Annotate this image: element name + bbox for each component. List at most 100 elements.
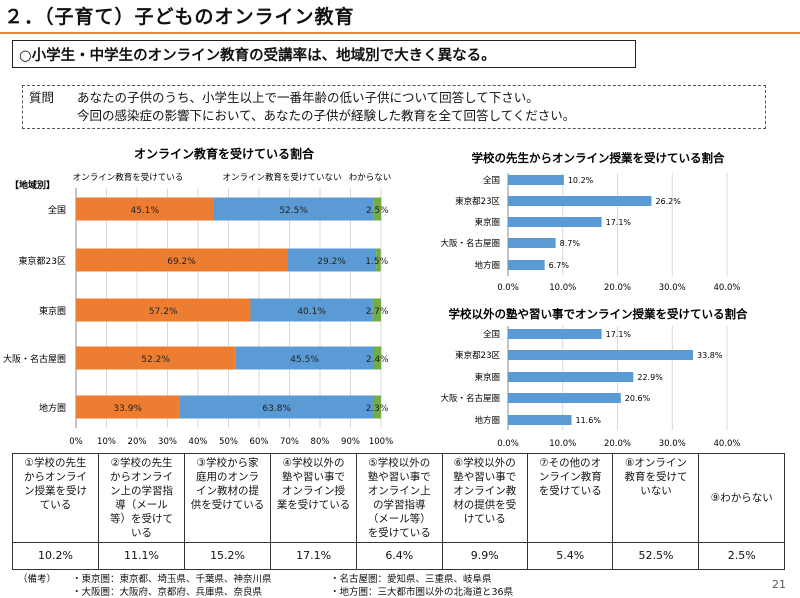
description-line: いる bbox=[131, 527, 153, 539]
table-cell-description: ②学校の先生 からオンライ ン上の学習指 導（メール 等）を受けて いる bbox=[98, 453, 186, 543]
table-row-descriptions: ①学校の先生 からオンライ ン授業を受け ている ②学校の先生 からオンライ ン上の学習指導… bbox=[11, 453, 785, 543]
category-label: 地方圏 bbox=[39, 402, 66, 414]
description-line: ⑤学校以外の bbox=[368, 457, 431, 469]
headline-text: ○小学生・中学生のオンライン教育の受講率は、地域別で大きく異なる。 bbox=[19, 48, 496, 64]
x-tick-label: 40% bbox=[189, 437, 208, 447]
description-line: ⑧オンライン bbox=[625, 457, 687, 469]
bar-segment bbox=[213, 197, 374, 221]
chart-title: オンライン教育を受けている割合 bbox=[134, 146, 315, 161]
question-label: 質問 bbox=[29, 90, 55, 105]
description-line: 等）を受けて bbox=[110, 513, 174, 525]
bar-segment bbox=[373, 346, 382, 370]
bar-segment bbox=[76, 346, 236, 370]
description-line: 導（メール bbox=[115, 499, 168, 511]
remarks-line-4: ・地方圏：三大都市圏以外の北海道と36県 bbox=[330, 587, 514, 598]
stacked-bar-chart-region: オンライン教育を受けている割合【地域別】 オンライン教育を受けている オンライン教育… bbox=[3, 146, 393, 447]
description-line: ②学校の先生 bbox=[110, 457, 173, 469]
data-label: 2.7% bbox=[366, 307, 389, 317]
x-tick-label: 40.0% bbox=[713, 283, 740, 293]
x-tick-label: 20.0% bbox=[604, 283, 631, 293]
question-box: 質問 あなたの子供のうち、小学生以上で一番年齢の低い子供について回答して下さい。… bbox=[22, 85, 766, 129]
x-tick-label: 30% bbox=[158, 437, 177, 447]
data-label: 22.9% bbox=[637, 373, 663, 382]
category-label: 地方圏 bbox=[474, 415, 500, 426]
bar-segment bbox=[287, 248, 377, 272]
table-cell-value: 52.5% bbox=[612, 542, 700, 570]
bar bbox=[508, 217, 602, 227]
description-line: 材の提供を受 bbox=[453, 499, 517, 511]
bar-segment bbox=[76, 298, 251, 322]
category-label: 大阪・名古屋圏 bbox=[440, 393, 500, 404]
description-line: 塾や習い事で bbox=[282, 471, 346, 483]
x-tick-label: 90% bbox=[341, 437, 360, 447]
bar bbox=[508, 329, 602, 339]
x-tick-label: 10.0% bbox=[549, 439, 576, 449]
data-label: 2.4% bbox=[366, 355, 389, 365]
category-label: 東京都23区 bbox=[455, 350, 500, 361]
bar bbox=[508, 175, 564, 185]
data-label: 26.2% bbox=[655, 197, 681, 206]
description-line: 供を受けている bbox=[190, 499, 265, 511]
x-tick-label: 80% bbox=[311, 437, 330, 447]
x-tick-label: 30.0% bbox=[659, 283, 686, 293]
bar bbox=[508, 393, 621, 403]
remarks-line-3: ・名古屋圏：愛知県、三重県、岐阜県 bbox=[330, 574, 492, 585]
description-line: オンライン上 bbox=[367, 485, 431, 497]
description-line: けている bbox=[463, 513, 506, 525]
data-label: 52.2% bbox=[141, 355, 170, 365]
table-cell-description: ⑥学校以外の 塾や習い事で オンライン教 材の提供を受 けている bbox=[441, 453, 529, 543]
data-label: 6.7% bbox=[549, 261, 570, 270]
question-line-2: 今回の感染症の影響下において、あなたの子供が経験した教育を全て回答してください。 bbox=[77, 108, 576, 123]
data-label: 33.8% bbox=[697, 351, 723, 360]
table-cell-value: 5.4% bbox=[526, 542, 614, 570]
data-label: 33.9% bbox=[113, 404, 142, 414]
bar-segment bbox=[250, 298, 373, 322]
description-line: オンライン教 bbox=[453, 485, 517, 497]
description-line: を受けている bbox=[538, 485, 602, 497]
headline-box: ○小学生・中学生のオンライン教育の受講率は、地域別で大きく異なる。 bbox=[12, 40, 636, 68]
description-line: 業を受けている bbox=[276, 499, 351, 511]
bar bbox=[508, 350, 694, 360]
category-header: 【地域別】 bbox=[10, 179, 55, 191]
bar-segment bbox=[76, 248, 288, 272]
data-label: 45.1% bbox=[130, 206, 159, 216]
description-line: ③学校から家 bbox=[196, 457, 259, 469]
description-line: イン教材の提 bbox=[196, 485, 260, 497]
description-line: からオンライ bbox=[110, 471, 174, 483]
x-tick-label: 20% bbox=[128, 437, 147, 447]
description-line: 塾や習い事で bbox=[367, 471, 431, 483]
category-label: 地方圏 bbox=[474, 260, 500, 271]
bar bbox=[508, 372, 634, 382]
category-label: 東京圏 bbox=[474, 217, 500, 228]
x-tick-label: 0.0% bbox=[497, 283, 519, 293]
x-tick-label: 100% bbox=[369, 437, 393, 447]
description-line: ①学校の先生 bbox=[24, 457, 87, 469]
data-label: 20.6% bbox=[625, 394, 651, 403]
legend-label: オンライン教育を受けている bbox=[73, 172, 184, 183]
table-cell-value: 10.2% bbox=[11, 542, 100, 570]
question-line-1: あなたの子供のうち、小学生以上で一番年齢の低い子供について回答して下さい。 bbox=[77, 90, 539, 105]
data-label: 10.2% bbox=[568, 176, 594, 185]
description-line: を受けている bbox=[367, 527, 431, 539]
data-label: 63.8% bbox=[262, 404, 291, 414]
description-line: からオンライ bbox=[24, 471, 87, 483]
data-label: 17.1% bbox=[606, 330, 632, 339]
table-cell-description: ③学校から家 庭用のオンラ イン教材の提 供を受けている bbox=[184, 453, 272, 543]
description-line: いない bbox=[640, 485, 672, 497]
table-cell-description: ⑨わからない bbox=[698, 453, 785, 543]
bar-segment bbox=[235, 346, 374, 370]
x-tick-label: 30.0% bbox=[659, 439, 686, 449]
data-label: 11.6% bbox=[576, 416, 602, 425]
bar-chart-juku-online: 学校以外の塾や習い事でオンライン授業を受けている割合 0.0% 10.0% 20.0%… bbox=[440, 307, 748, 449]
data-label: 2.3% bbox=[366, 404, 389, 414]
bar-segment bbox=[76, 197, 214, 221]
bar-segment bbox=[373, 197, 382, 221]
table-cell-description: ⑤学校以外の 塾や習い事で オンライン上 の学習指導 （メール等） を受けている bbox=[356, 453, 443, 543]
page-title: ２．（子育て）子どものオンライン教育 bbox=[4, 6, 355, 28]
chart-title: 学校の先生からオンライン授業を受けている割合 bbox=[472, 151, 725, 165]
title-rule bbox=[0, 32, 800, 34]
bar bbox=[508, 196, 652, 206]
remarks-line-2: ・大阪圏：大阪府、京都府、兵庫県、奈良県 bbox=[72, 587, 263, 598]
description-line: 庭用のオンラ bbox=[196, 471, 260, 483]
x-tick-label: 40.0% bbox=[713, 439, 740, 449]
